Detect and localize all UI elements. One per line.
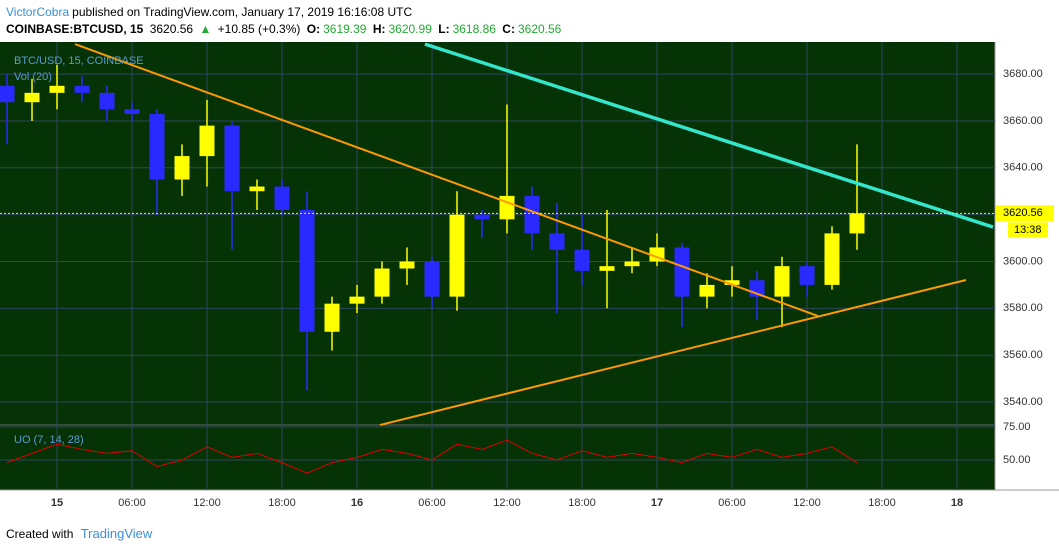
l-label: L: (438, 22, 450, 36)
candle-body (124, 109, 140, 114)
candle-body (99, 92, 115, 110)
x-tick-label: 06:00 (418, 497, 446, 509)
x-tick-label: 18:00 (568, 497, 596, 509)
x-tick-label: 18 (951, 497, 963, 509)
l: 3618.86 (452, 22, 496, 36)
change: +10.85 (+0.3%) (217, 22, 301, 36)
trendline (74, 43, 819, 318)
y-tick-label: 3680.00 (1003, 68, 1043, 80)
candle-body (824, 233, 840, 285)
y-tick-label: 75.00 (1003, 421, 1031, 433)
countdown: 13:38 (1014, 224, 1042, 236)
c: 3620.56 (517, 22, 562, 36)
candle-body (549, 233, 565, 250)
created: Created with (6, 527, 74, 541)
h-label: H: (372, 22, 386, 36)
h: 3620.99 (388, 22, 432, 36)
x-tick-label: 06:00 (718, 497, 746, 509)
x-tick-label: 12:00 (793, 497, 821, 509)
candle-body (24, 92, 40, 103)
candle-body (424, 261, 440, 297)
candle-body (374, 268, 390, 297)
chart: 15 06:00 12:00 18:00 16 06:00 12:00 18:00 17 06:0… (0, 42, 1059, 509)
publish-line: VictorCobra published on TradingView.com,… (6, 5, 415, 19)
y-tick-label: 3560.00 (1003, 349, 1043, 361)
candle-body (199, 125, 215, 157)
candle-body (174, 156, 190, 180)
symbol: COINBASE:BTCUSD, 15 (6, 22, 144, 36)
trendline (379, 279, 967, 426)
author[interactable]: VictorCobra (6, 5, 70, 19)
candle-body (324, 303, 340, 332)
price-axis-bg (995, 42, 1059, 490)
y-tick-label: 3640.00 (1003, 162, 1043, 174)
symbol-line: COINBASE:BTCUSD, 15 3620.56 ▲ +10.85 (+0… (6, 22, 564, 36)
candle-body (674, 247, 690, 297)
candle-body (724, 280, 740, 285)
x-tick-label: 06:00 (118, 497, 146, 509)
x-tick-label: 17 (651, 497, 663, 509)
last-price-box (996, 205, 1054, 222)
publish-info: published on TradingView.com, January 17… (72, 5, 413, 19)
legend: BTC/USD, 15, COINBASE (14, 55, 144, 67)
x-tick-label: 12:00 (193, 497, 221, 509)
brand[interactable]: TradingView (80, 526, 153, 541)
x-tick-label: 15 (51, 497, 63, 509)
x-tick-label: 18:00 (868, 497, 896, 509)
x-tick-label: 18:00 (268, 497, 296, 509)
candle-body (699, 284, 715, 297)
last-price-label: 3620.56 (1003, 207, 1043, 219)
y-tick-label: 3580.00 (1003, 302, 1043, 314)
candle-body (399, 261, 415, 269)
o: 3619.39 (323, 22, 367, 36)
arrow: ▲ (199, 22, 212, 36)
candle-body (274, 186, 290, 210)
indicator-label: UO (7, 14, 28) (14, 434, 84, 446)
y-tick-label: 3660.00 (1003, 115, 1043, 127)
candle-body (799, 266, 815, 285)
x-tick-label: 12:00 (493, 497, 521, 509)
o-label: O: (306, 22, 321, 36)
candle-body (249, 186, 265, 192)
indicator-line (6, 439, 858, 474)
candle-body (849, 213, 865, 234)
candle-body (224, 125, 240, 192)
y-tick-label: 3540.00 (1003, 396, 1043, 408)
candle-body (74, 85, 90, 93)
last: 3620.56 (149, 22, 194, 36)
countdown-box (1008, 222, 1048, 238)
candle-body (574, 249, 590, 271)
candle-body (449, 214, 465, 297)
candle-body (0, 85, 15, 103)
y-tick-label: 3600.00 (1003, 255, 1043, 267)
trendline (424, 42, 994, 229)
candle-body (299, 209, 315, 332)
footer: Created with TradingView (6, 526, 152, 541)
candle-body (349, 296, 365, 304)
plot-bg (0, 42, 995, 490)
x-tick-label: 16 (351, 497, 363, 509)
candle-body (149, 113, 165, 180)
candle-body (774, 266, 790, 297)
candle-body (49, 85, 65, 93)
c-label: C: (502, 22, 515, 36)
candle-body (524, 195, 540, 234)
candle-body (624, 261, 640, 267)
candle-body (599, 266, 615, 271)
volume-label: Vol (20) (14, 71, 52, 83)
candle-body (474, 214, 490, 220)
y-tick-label: 50.00 (1003, 454, 1031, 466)
